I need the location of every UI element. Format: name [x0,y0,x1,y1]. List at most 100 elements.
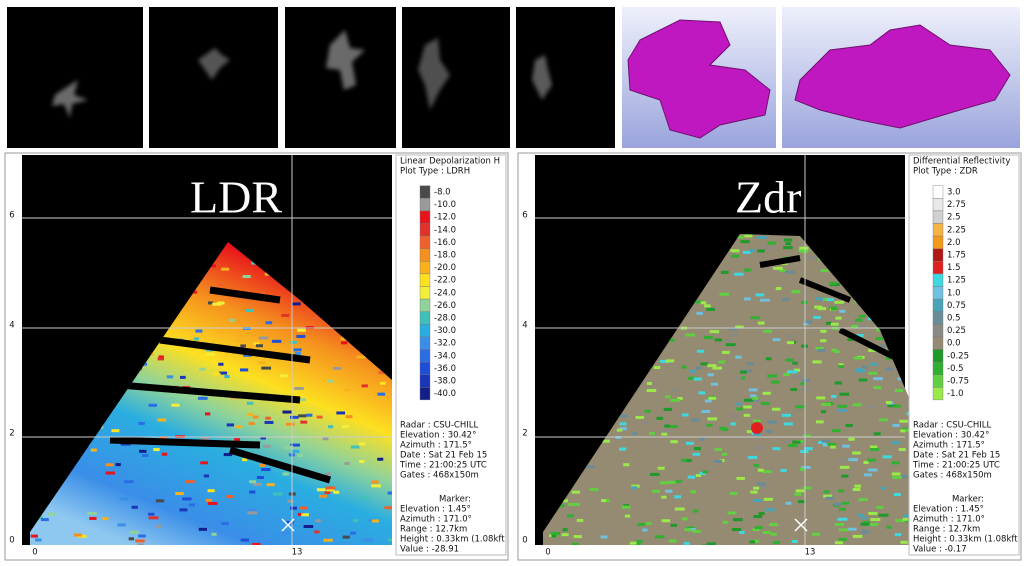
gate [735,325,744,329]
colorbar-swatch [419,286,431,300]
gate [786,341,795,345]
colorbar-label: 0.5 [947,314,961,324]
snowflake [532,55,552,100]
gate [600,535,608,539]
colorbar-label: -18.0 [434,251,456,261]
gate [784,358,794,362]
gate [681,413,689,417]
colorbar-swatch [932,336,944,350]
gate [158,355,164,359]
gate [377,457,384,461]
colorbar-label: -16.0 [434,238,456,248]
gate [834,522,845,526]
colorbar-label: 1.25 [947,276,966,286]
gate [838,408,847,412]
gate [740,240,750,244]
gate [616,428,623,432]
gate [379,381,386,385]
gate [205,498,213,502]
gate [677,396,683,400]
gate [40,518,49,522]
echo-gap [228,446,332,484]
gate [573,535,583,539]
gate [171,403,180,407]
colorbar-label: 0.0 [947,339,961,349]
gate [734,235,744,239]
gate [867,458,877,462]
gate [759,485,769,489]
colorbar-swatch [932,198,944,212]
gate [831,348,837,352]
gate [699,437,705,441]
thumb [516,7,615,148]
gate [746,430,754,434]
gate [661,432,668,436]
gate [683,541,690,545]
gate [642,528,648,532]
gate [885,356,892,360]
gate [378,371,387,375]
marker-line: Value : -0.17 [913,545,967,555]
aggregate-3d [627,19,771,139]
plot-type: Plot Type : LDRH [400,167,470,177]
gate [217,283,225,287]
gate [242,465,253,469]
gate [855,368,863,372]
gate [801,379,810,383]
gate [858,378,868,382]
colorbar-swatch [932,248,944,262]
gate [787,444,798,448]
gate [576,518,584,522]
gate [352,519,359,523]
info-line: Gates : 468x150m [400,471,479,481]
gate [350,531,356,535]
gate [291,449,300,453]
gate [642,421,651,425]
gate [87,511,97,515]
gate [834,350,840,354]
gate [886,525,892,529]
gate [829,281,837,285]
colorbar-label: 0.75 [947,301,966,311]
gate [297,328,306,332]
gate [766,430,773,434]
gate [256,476,264,480]
gate [750,316,760,320]
gate [696,349,705,353]
gate [603,499,610,503]
gate [862,520,871,524]
gate [234,425,243,429]
gate [791,540,798,544]
gate [783,422,793,426]
gate [761,470,772,474]
colorbar-label: 0.25 [947,326,966,336]
gate [870,518,881,522]
gate [812,360,822,364]
gate [253,482,262,486]
info-line: Date : Sat 21 Feb 15 [400,451,487,461]
gate [831,395,837,399]
gate [131,505,138,509]
gate [220,267,230,271]
gate [882,455,892,459]
gate [297,454,303,458]
gate [157,357,165,361]
gate [667,480,677,484]
gate [755,446,764,450]
legend-box [395,154,507,556]
gate [841,501,850,505]
gate [721,350,730,354]
gate [138,421,145,425]
gate [682,458,692,462]
gate [584,465,595,469]
gate [757,321,765,325]
gate [783,372,791,376]
gate [289,415,299,419]
gate [707,364,717,368]
y-tick-label: 4 [9,321,14,331]
gate [783,238,793,242]
gate [195,329,203,333]
gate [550,531,561,535]
gate [296,334,306,338]
gate [602,439,610,443]
